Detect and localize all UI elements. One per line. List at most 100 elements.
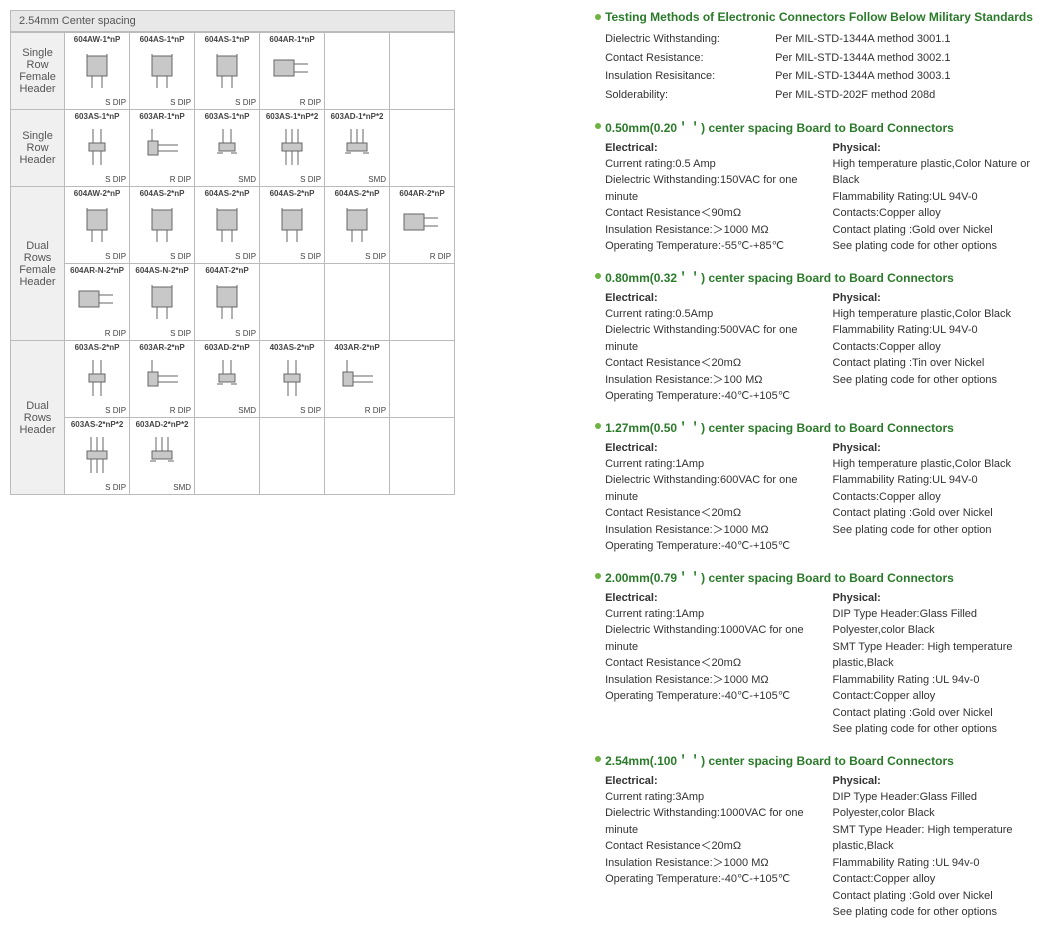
connector-cell: 603AD-1*nP*2SMD [325,110,389,186]
connector-cell: 603AR-2*nPR DIP [130,341,194,417]
spec-line: Insulation Resistance:＞1000 MΩ [605,855,822,872]
intro-row: Insulation Resisitance:Per MIL-STD-1344A… [595,67,1050,86]
spec-line: Contact:Copper alloy [833,871,1050,888]
empty-cell [195,418,259,494]
connector-cell: 604AT-2*nPS DIP [195,264,259,340]
package-type: R DIP [105,329,126,338]
physical-col: Physical:High temperature plastic,Color … [833,442,1050,555]
spec-line: Insulation Resistance:＞1000 MΩ [605,222,822,239]
connector-diagram [266,201,318,249]
connector-diagram [71,47,123,95]
connector-cell: 603AS-1*nP SMD [195,110,259,186]
spec-line: Contact Resistance＜20mΩ [605,655,822,672]
connector-cell: 603AS-2*nP*2 S DIP [65,418,129,494]
part-number: 603AS-1*nP*2 [260,110,324,121]
connector-cell: 604AS-1*nP S DIP [195,33,259,109]
spec-line: Contact plating :Gold over Nickel [833,505,1050,522]
part-number: 604AS-2*nP [130,187,194,198]
left-panel: 2.54mm Center spacing Single RowFemale H… [10,10,455,935]
spec-line: Current rating:0.5 Amp [605,156,822,173]
spec-line: Dielectric Withstanding:500VAC for one m… [605,322,822,355]
part-number: 603AR-2*nP [130,341,194,352]
spec-line: Operating Temperature:-40℃-+105℃ [605,388,822,405]
electrical-col: Electrical:Current rating:1AmpDielectric… [605,442,822,555]
spec-line: Dielectric Withstanding:1000VAC for one … [605,805,822,838]
part-number: 604AS-1*nP [195,33,259,44]
spec-section: 0.80mm(0.32＇＇) center spacing Board to B… [595,269,1050,405]
connector-cell: 403AS-2*nPS DIP [260,341,324,417]
part-number: 604AS-2*nP [195,187,259,198]
connector-diagram [331,201,383,249]
package-type: S DIP [170,329,191,338]
section-title: Testing Methods of Electronic Connectors… [595,10,1050,24]
package-type: SMD [238,175,256,184]
connector-cell: 604AS-N-2*nP S DIP [130,264,194,340]
col-title: Physical: [833,142,1050,154]
spec-section: 0.50mm(0.20＇＇) center spacing Board to B… [595,119,1050,255]
section-title: 0.80mm(0.32＇＇) center spacing Board to B… [595,269,1050,286]
spec-line: Contact Resistance＜20mΩ [605,355,822,372]
part-number: 603AS-1*nP [195,110,259,121]
connector-diagram [201,278,253,326]
connector-cell: 604AS-2*nPS DIP [325,187,389,263]
spec-line: Operating Temperature:-55℃-+85℃ [605,238,822,255]
part-number: 603AS-1*nP [65,110,129,121]
col-title: Electrical: [605,292,822,304]
package-type: S DIP [235,98,256,107]
section-title: 0.50mm(0.20＇＇) center spacing Board to B… [595,119,1050,136]
part-number: 604AS-2*nP [260,187,324,198]
package-type: S DIP [235,329,256,338]
connector-cell: 604AR-N-2*nPR DIP [65,264,129,340]
part-number: 604AW-2*nP [65,187,129,198]
connector-cell: 603AS-1*nPS DIP [65,110,129,186]
right-panel: Testing Methods of Electronic Connectors… [595,10,1050,935]
col-title: Physical: [833,775,1050,787]
connector-cell: 604AW-1*nPS DIP [65,33,129,109]
package-type: S DIP [170,98,191,107]
intro-row: Contact Resistance:Per MIL-STD-1344A met… [595,49,1050,68]
physical-col: Physical:DIP Type Header:Glass Filled Po… [833,775,1050,921]
spec-columns: Electrical:Current rating:0.5AmpDielectr… [595,292,1050,405]
package-type: S DIP [105,406,126,415]
intro-row: Dielectric Withstanding:Per MIL-STD-1344… [595,30,1050,49]
empty-cell [390,33,454,109]
spec-line: Dielectric Withstanding:1000VAC for one … [605,622,822,655]
spec-line: Contact plating :Tin over Nickel [833,355,1050,372]
empty-cell [390,341,454,417]
spec-section: 1.27mm(0.50＇＇) center spacing Board to B… [595,419,1050,555]
section-title: 2.54mm(.100＇＇) center spacing Board to B… [595,752,1050,769]
title-bar: 2.54mm Center spacing [10,10,455,32]
spec-line: Contact plating :Gold over Nickel [833,705,1050,722]
spec-line: Contact Resistance＜20mΩ [605,505,822,522]
connector-cell: 604AS-1*nP S DIP [130,33,194,109]
part-number: 604AS-N-2*nP [130,264,194,275]
connector-cell: 603AD-2*nPSMD [195,341,259,417]
connector-grid: Single RowFemale Header604AW-1*nPS DIP60… [10,32,455,495]
empty-cell [260,264,324,340]
part-number: 604AS-1*nP [130,33,194,44]
spec-line: Flammability Rating:UL 94V-0 [833,189,1050,206]
package-type: S DIP [105,483,126,492]
connector-diagram [201,47,253,95]
spec-line: Contact plating :Gold over Nickel [833,888,1050,905]
package-type: R DIP [430,252,451,261]
physical-col: Physical:High temperature plastic,Color … [833,142,1050,255]
spec-line: Current rating:1Amp [605,456,822,473]
part-number: 603AS-2*nP*2 [65,418,129,429]
intro-val: Per MIL-STD-1344A method 3003.1 [775,67,950,86]
connector-cell: 603AD-2*nP*2SMD [130,418,194,494]
spec-line: Contacts:Copper alloy [833,339,1050,356]
connector-diagram [71,124,123,172]
physical-col: Physical:DIP Type Header:Glass Filled Po… [833,592,1050,738]
spec-line: See plating code for other options [833,904,1050,921]
spec-line: Contact Resistance＜90mΩ [605,205,822,222]
part-number: 603AS-2*nP [65,341,129,352]
connector-diagram [266,47,318,95]
part-number: 604AR-1*nP [260,33,324,44]
part-number: 604AW-1*nP [65,33,129,44]
col-title: Electrical: [605,775,822,787]
intro-key: Solderability: [605,86,775,105]
part-number: 403AR-2*nP [325,341,389,352]
connector-cell: 604AR-2*nPR DIP [390,187,454,263]
spec-line: Contacts:Copper alloy [833,489,1050,506]
